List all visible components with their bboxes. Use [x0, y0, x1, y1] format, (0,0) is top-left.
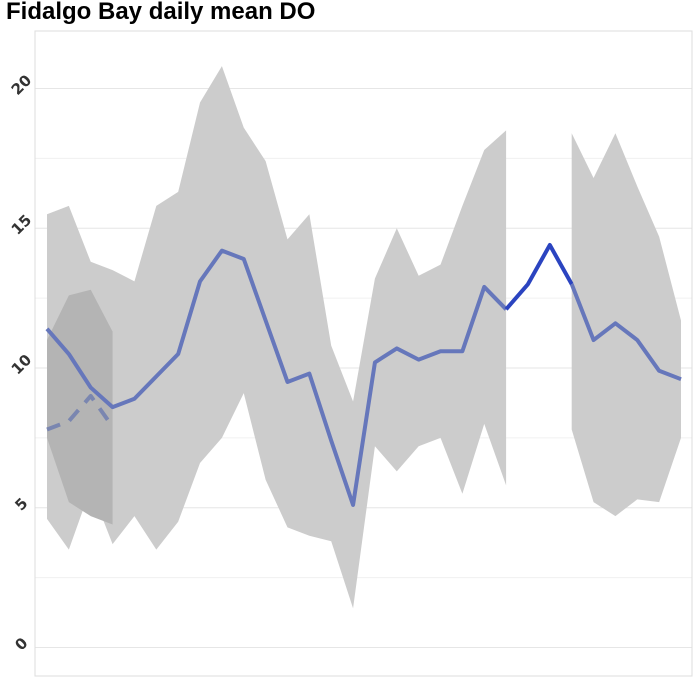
- y-axis-ticks: 0 5 10 15 20: [8, 71, 35, 654]
- range-band: [571, 133, 681, 517]
- y-tick-label: 5: [11, 494, 31, 514]
- mean-series-line: [45, 248, 508, 507]
- y-tick-label: 0: [11, 634, 31, 654]
- series-lines: [45, 243, 682, 507]
- range-band: [47, 66, 507, 609]
- chart-title: Fidalgo Bay daily mean DO: [6, 0, 316, 25]
- y-tick-label: 15: [8, 211, 35, 238]
- y-tick-label: 10: [8, 351, 35, 378]
- range-bands: [47, 66, 681, 609]
- mean-series-line: [569, 283, 682, 382]
- plot-border: [34, 30, 693, 677]
- current-series-line: [504, 243, 574, 311]
- dashed-series-line: [46, 393, 115, 432]
- y-tick-label: 20: [8, 71, 35, 98]
